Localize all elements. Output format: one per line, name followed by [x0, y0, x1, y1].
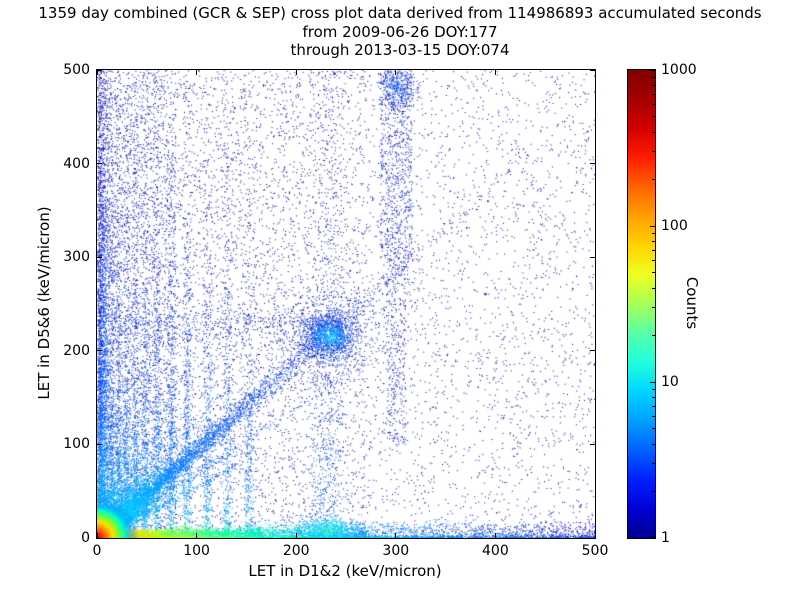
x-tick-mark	[395, 70, 397, 75]
colorbar-tick-label: 1	[661, 530, 670, 546]
colorbar-tick-label: 100	[661, 218, 688, 234]
chart-title: 1359 day combined (GCR & SEP) cross plot…	[38, 4, 762, 22]
colorbar-minor-tick-mark	[652, 240, 655, 242]
x-tick-mark	[295, 533, 297, 538]
y-tick-mark	[590, 256, 595, 258]
colorbar-minor-tick-mark	[652, 178, 655, 180]
y-axis-label: LET in D5&6 (keV/micron)	[35, 206, 53, 400]
colorbar-minor-tick-mark	[652, 287, 655, 289]
x-tick-label: 100	[183, 543, 210, 559]
y-tick-mark	[590, 443, 595, 445]
x-tick-mark	[96, 70, 98, 75]
y-tick-label: 500	[63, 62, 90, 78]
x-tick-mark	[494, 533, 496, 538]
x-tick-label: 300	[382, 543, 410, 559]
colorbar-minor-tick-mark	[652, 249, 655, 251]
colorbar-minor-tick-mark	[652, 443, 655, 445]
colorbar-minor-tick-mark	[652, 104, 655, 106]
y-tick-mark	[590, 350, 595, 352]
colorbar-minor-tick-mark	[652, 405, 655, 407]
colorbar-minor-tick-mark	[652, 416, 655, 418]
colorbar-minor-tick-mark	[652, 490, 655, 492]
colorbar-minor-tick-mark	[652, 131, 655, 133]
y-tick-mark	[590, 537, 595, 539]
colorbar-minor-tick-mark	[652, 463, 655, 465]
plot-area	[96, 69, 596, 539]
colorbar-minor-tick-mark	[652, 151, 655, 153]
y-tick-label: 200	[63, 342, 90, 359]
colorbar-minor-tick-mark	[652, 260, 655, 262]
y-tick-mark	[590, 163, 595, 165]
colorbar-minor-tick-mark	[652, 93, 655, 95]
x-tick-mark	[395, 533, 397, 538]
colorbar-minor-tick-mark	[652, 116, 655, 118]
x-tick-mark	[196, 70, 198, 75]
colorbar-minor-tick-mark	[652, 334, 655, 336]
colorbar-tick-label: 1000	[661, 62, 697, 78]
y-tick-label: 0	[81, 530, 90, 546]
colorbar-minor-tick-mark	[652, 232, 655, 234]
x-tick-label: 400	[482, 543, 509, 559]
x-tick-mark	[494, 70, 496, 75]
x-axis-label: LET in D1&2 (keV/micron)	[248, 562, 442, 580]
x-tick-mark	[196, 533, 198, 538]
plot-canvas	[97, 70, 595, 538]
x-tick-mark	[594, 70, 596, 75]
y-tick-label: 300	[63, 249, 90, 266]
x-tick-mark	[295, 70, 297, 75]
y-tick-mark	[97, 443, 102, 445]
x-tick-label: 200	[282, 543, 310, 559]
y-tick-mark	[97, 256, 102, 258]
chart-subtitle-from: from 2009-06-26 DOY:177	[302, 23, 498, 41]
y-tick-mark	[97, 163, 102, 165]
colorbar-minor-tick-mark	[652, 272, 655, 274]
colorbar-minor-tick-mark	[652, 396, 655, 398]
y-tick-label: 100	[63, 436, 90, 453]
colorbar-tick-mark	[650, 225, 655, 227]
colorbar-tick-mark	[650, 381, 655, 383]
x-tick-mark	[594, 533, 596, 538]
y-tick-label: 400	[63, 155, 90, 172]
colorbar-minor-tick-mark	[652, 307, 655, 309]
x-tick-label: 0	[92, 543, 102, 559]
x-tick-label: 500	[581, 543, 609, 559]
colorbar-minor-tick-mark	[652, 428, 655, 430]
colorbar-minor-tick-mark	[652, 84, 655, 86]
colorbar-tick-mark	[650, 536, 655, 537]
y-tick-mark	[97, 537, 102, 539]
colorbar-tick-mark	[650, 70, 655, 71]
colorbar-minor-tick-mark	[652, 76, 655, 78]
colorbar	[627, 69, 656, 539]
y-tick-mark	[590, 69, 595, 71]
chart-subtitle-through: through 2013-03-15 DOY:074	[290, 41, 510, 59]
y-tick-mark	[97, 350, 102, 352]
colorbar-minor-tick-mark	[652, 388, 655, 390]
y-tick-mark	[97, 69, 102, 71]
colorbar-label: Counts	[683, 276, 701, 330]
x-tick-mark	[96, 533, 98, 538]
colorbar-tick-label: 10	[661, 374, 679, 390]
